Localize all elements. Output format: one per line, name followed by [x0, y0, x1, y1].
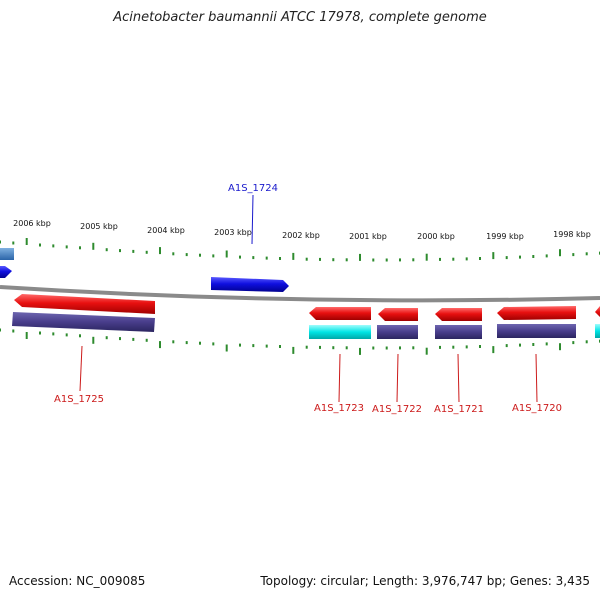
scale-label-1998: 1998 kbp	[553, 230, 591, 239]
scale-label-2002: 2002 kbp	[282, 231, 320, 240]
leader-a1s-1724	[251, 194, 254, 245]
leader-a1s-1725	[79, 345, 83, 392]
scale-label-2001: 2001 kbp	[349, 232, 387, 241]
gene-label-a1s-1723[interactable]: A1S_1723	[314, 403, 364, 414]
scale-label-2003: 2003 kbp	[214, 228, 252, 237]
scale-label-2004: 2004 kbp	[147, 226, 185, 235]
cds-a1s-1721[interactable]	[435, 325, 482, 339]
scale-label-2006: 2006 kbp	[13, 219, 51, 228]
leader-a1s-1722	[396, 353, 399, 403]
scale-label-2005: 2005 kbp	[80, 222, 118, 231]
scale-ticks-inner	[0, 328, 600, 355]
forward-gene-partial-left[interactable]	[0, 266, 12, 278]
accession-text: Accession: NC_009085	[9, 574, 146, 588]
reverse-gene-a1s-1721[interactable]	[435, 308, 482, 321]
gene-label-a1s-1721[interactable]: A1S_1721	[434, 404, 484, 415]
cds-a1s-1725[interactable]	[12, 312, 155, 332]
scale-label-2000: 2000 kbp	[417, 232, 455, 241]
genome-backbone	[0, 285, 600, 303]
scale-label-1999: 1999 kbp	[486, 232, 524, 241]
leader-a1s-1720	[535, 353, 538, 403]
gene-label-a1s-1725[interactable]: A1S_1725	[54, 394, 104, 405]
reverse-gene-a1s-1723[interactable]	[309, 307, 371, 320]
gene-label-a1s-1720[interactable]: A1S_1720	[512, 403, 562, 414]
genome-stats-text: Topology: circular; Length: 3,976,747 bp…	[260, 574, 590, 588]
reverse-gene-a1s-1722[interactable]	[378, 308, 418, 321]
cds-a1s-1720[interactable]	[497, 324, 576, 338]
rna-partial-right[interactable]	[595, 324, 600, 338]
scale-labels: 2006 kbp 2005 kbp 2004 kbp 2003 kbp 2002…	[13, 219, 591, 241]
leader-a1s-1723	[338, 353, 341, 403]
leader-a1s-1721	[457, 353, 460, 403]
cds-a1s-1722[interactable]	[377, 325, 418, 339]
label-leaders	[79, 194, 538, 403]
gene-label-a1s-1724[interactable]: A1S_1724	[228, 183, 278, 194]
scale-ticks-outer	[0, 238, 600, 262]
reverse-gene-partial-right[interactable]	[595, 306, 600, 319]
reverse-gene-a1s-1725[interactable]	[14, 294, 155, 314]
rna-a1s-1723[interactable]	[309, 325, 371, 339]
forward-gene-a1s-1724[interactable]	[211, 277, 289, 292]
forward-feature-partial-left[interactable]	[0, 248, 14, 260]
map-title: Acinetobacter baumannii ATCC 17978, comp…	[113, 10, 487, 25]
reverse-gene-a1s-1720[interactable]	[497, 306, 576, 320]
gene-labels: A1S_1724 A1S_1725 A1S_1723 A1S_1722 A1S_…	[54, 183, 562, 415]
gene-label-a1s-1722[interactable]: A1S_1722	[372, 404, 422, 415]
